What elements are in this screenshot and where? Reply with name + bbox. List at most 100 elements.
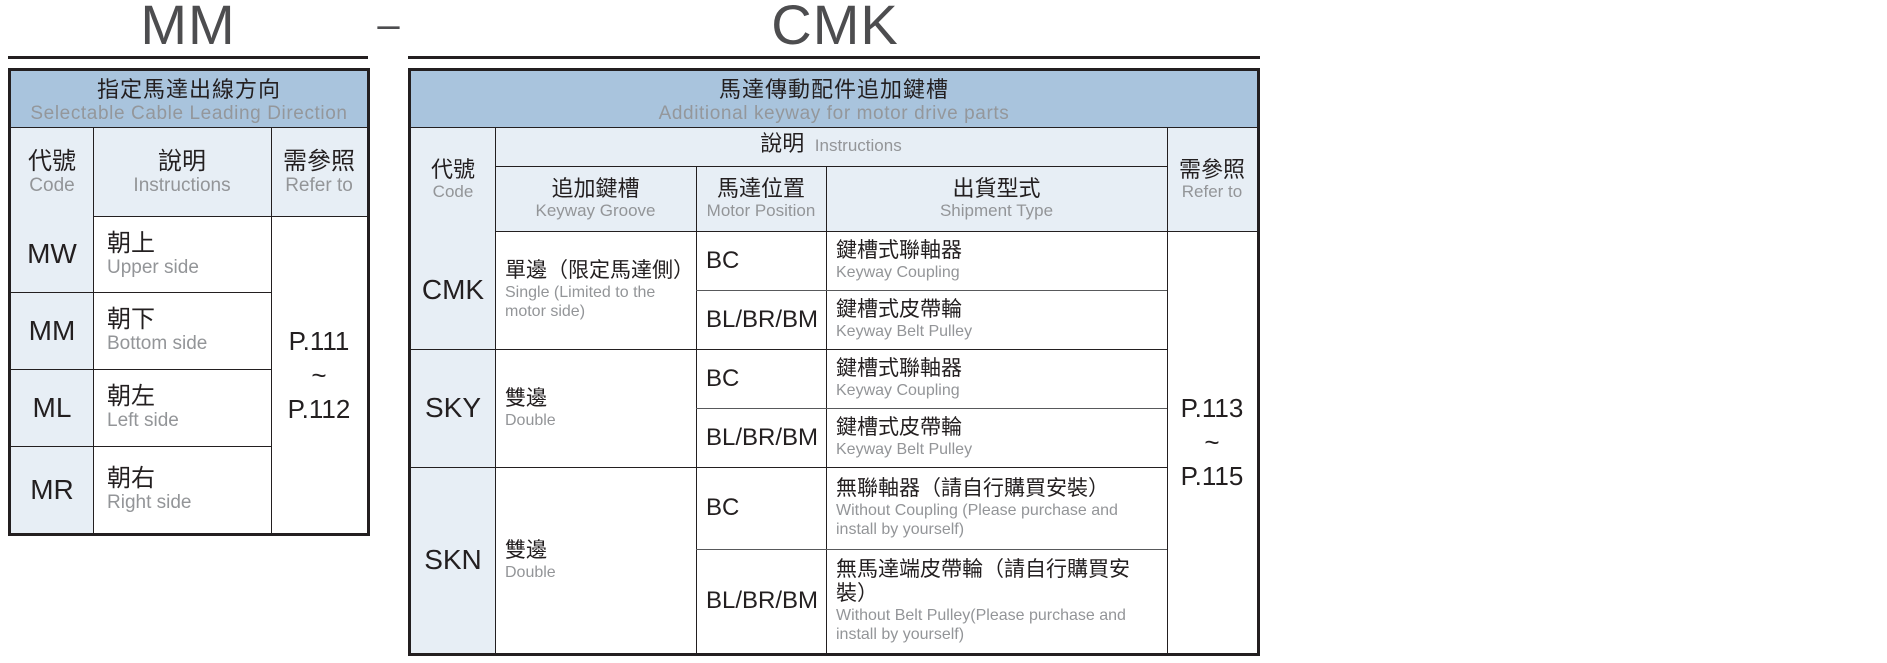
right-sky-bc-position-value: BC [706, 364, 740, 392]
right-cmk-blbrbm-shipment-en: Keyway Belt Pulley [836, 323, 973, 340]
right-cmk-blbrbm-position: BL/BR/BM [696, 290, 826, 349]
left-row-instructions-ml: 朝左 Left side [93, 369, 271, 446]
right-cmk-blbrbm-position-value: BL/BR/BM [706, 305, 819, 333]
left-col-refer-header: 需參照 Refer to [271, 128, 367, 216]
right-col-refer-header: 需參照 Refer to [1167, 128, 1257, 231]
left-row-line-2 [11, 369, 271, 370]
right-cmk-bc-shipment-en: Keyway Coupling [836, 264, 960, 281]
left-refer-to-page: P.112 [287, 393, 351, 424]
left-title-rule [8, 56, 368, 59]
right-skn-bc-shipment: 無聯軸器（請自行購買安裝） Without Coupling (Please p… [826, 467, 1167, 549]
right-group-cmk-keyway-en: Single (Limited to the motor side) [505, 284, 656, 320]
right-sky-blbrbm-shipment: 鍵槽式皮帶輪 Keyway Belt Pulley [826, 408, 1167, 467]
left-row-mm-zh: 朝下 [107, 306, 155, 333]
left-col-code-zh: 代號 [28, 147, 76, 175]
left-row-instructions-mr: 朝右 Right side [93, 446, 271, 533]
left-band-title-en: Selectable Cable Leading Direction [30, 103, 348, 124]
left-col-instructions-header: 說明 Instructions [93, 128, 271, 216]
right-col-motor-position-header: 馬達位置 Motor Position [696, 166, 826, 231]
right-skn-blbrbm-shipment-en: Without Belt Pulley(Please purchase and … [836, 607, 1126, 643]
right-header-divider-keyway [696, 166, 697, 231]
left-table-band: 指定馬達出線方向 Selectable Cable Leading Direct… [11, 71, 367, 128]
right-col-keyway-zh: 追加鍵槽 [551, 176, 640, 201]
left-col-refer-zh: 需參照 [283, 147, 355, 175]
right-body-divider-motorpos [826, 231, 827, 653]
left-row-mw-en: Upper side [107, 256, 199, 278]
right-col-code-zh: 代號 [430, 157, 475, 182]
code-title-row: MM – CMK [0, 0, 1887, 62]
left-code-title: MM [140, 0, 236, 56]
left-row-instructions-mw: 朝上 Upper side [93, 216, 271, 292]
right-group-code-sky: SKY [411, 349, 495, 467]
left-row-code-mr: MR [11, 446, 93, 533]
right-refer-from: P.113 [1180, 393, 1244, 423]
right-skn-blbrbm-position-value: BL/BR/BM [706, 587, 819, 614]
right-col-shipment-zh: 出貨型式 [952, 176, 1041, 201]
left-body-divider-2 [271, 216, 272, 533]
left-row-code-ml: ML [11, 369, 93, 446]
right-col-refer-zh: 需參照 [1178, 157, 1245, 182]
right-sky-blbrbm-shipment-zh: 鍵槽式皮帶輪 [836, 416, 962, 439]
additional-keyway-table: 馬達傳動配件追加鍵槽 Additional keyway for motor d… [408, 68, 1260, 656]
right-skn-bc-shipment-zh: 無聯軸器（請自行購買安裝） [836, 477, 1109, 500]
left-col-code-en: Code [29, 174, 75, 196]
right-band-title-zh: 馬達傳動配件追加鍵槽 [718, 77, 949, 102]
left-row-mr-zh: 朝右 [107, 465, 155, 492]
right-group-sky-keyway-zh: 雙邊 [505, 386, 547, 410]
right-cmk-blbrbm-shipment: 鍵槽式皮帶輪 Keyway Belt Pulley [826, 290, 1167, 349]
right-refer-to-cell: P.113 ~ P.115 [1167, 231, 1257, 653]
right-col-keyway-header: 追加鍵槽 Keyway Groove [495, 166, 696, 231]
right-group-keyway-cmk: 單邊（限定馬達側） Single (Limited to the motor s… [495, 231, 696, 349]
left-col-code-header: 代號 Code [11, 128, 93, 216]
right-group-skn-keyway-zh: 雙邊 [505, 538, 547, 562]
left-row-code-mw: MW [11, 216, 93, 292]
left-header-divider-1 [93, 128, 94, 216]
right-header-bottom-line [411, 231, 1257, 232]
right-body-divider-code [495, 231, 496, 653]
selectable-cable-leading-direction-table: 指定馬達出線方向 Selectable Cable Leading Direct… [8, 68, 370, 536]
left-row-line-1 [11, 292, 271, 293]
right-table-body: CMK 單邊（限定馬達側） Single (Limited to the mot… [411, 231, 1257, 653]
left-col-instructions-en: Instructions [133, 174, 231, 196]
left-refer-tilde: ~ [311, 359, 327, 390]
left-col-refer-en: Refer to [285, 174, 353, 196]
left-row-ml-en: Left side [107, 410, 179, 431]
left-refer-from: P.111 [288, 325, 350, 356]
right-sky-blbrbm-position: BL/BR/BM [696, 408, 826, 467]
right-code-title: CMK [771, 0, 899, 56]
right-header-divider-refer [1167, 128, 1168, 231]
right-group-code-cmk: CMK [411, 231, 495, 349]
right-sky-bc-position: BC [696, 349, 826, 408]
right-body-divider-keyway [696, 231, 697, 653]
right-header-divider-motorpos [826, 166, 827, 231]
right-col-instructions-zh: 說明 [760, 131, 805, 156]
right-col-keyway-en: Keyway Groove [535, 201, 656, 220]
right-group-code-skn: SKN [411, 467, 495, 653]
right-skn-bc-position-value: BC [706, 494, 740, 521]
right-col-code-en: Code [432, 182, 474, 201]
right-skn-blbrbm-position: BL/BR/BM [696, 549, 826, 653]
right-group-keyway-sky: 雙邊 Double [495, 349, 696, 467]
right-header-sub-line [495, 166, 1167, 167]
left-row-instructions-mm: 朝下 Bottom side [93, 292, 271, 369]
right-col-motor-position-zh: 馬達位置 [716, 176, 805, 201]
right-group-keyway-skn: 雙邊 Double [495, 467, 696, 653]
left-row-mw-zh: 朝上 [107, 229, 155, 257]
left-row-ml-zh: 朝左 [107, 383, 155, 410]
right-row-line-sky-inner [696, 408, 1167, 409]
right-group-cmk-keyway-zh: 單邊（限定馬達側） [505, 259, 694, 282]
right-body-divider-refer [1167, 231, 1168, 653]
left-row-code-mm: MM [11, 292, 93, 369]
right-table-header: 代號 Code 說明 Instructions 追加鍵槽 Keyway Groo… [411, 128, 1257, 232]
left-table-body: MW MM ML MR 朝上 Upper side 朝下 Bottom side… [11, 216, 367, 533]
right-sky-bc-shipment: 鍵槽式聯軸器 Keyway Coupling [826, 349, 1167, 408]
right-band-title-en: Additional keyway for motor drive parts [658, 103, 1010, 124]
right-skn-blbrbm-shipment-zh: 無馬達端皮帶輪（請自行購買安裝） [836, 558, 1130, 605]
right-cmk-bc-position: BC [696, 231, 826, 290]
left-refer-to-cell: P.111 ~ P.112 [271, 216, 367, 533]
right-row-line-cmk-inner [696, 290, 1167, 291]
right-group-line-sky-skn [411, 467, 1167, 468]
right-col-shipment-en: Shipment Type [939, 201, 1054, 220]
right-skn-bc-position: BC [696, 467, 826, 549]
right-col-code-header: 代號 Code [411, 128, 495, 231]
